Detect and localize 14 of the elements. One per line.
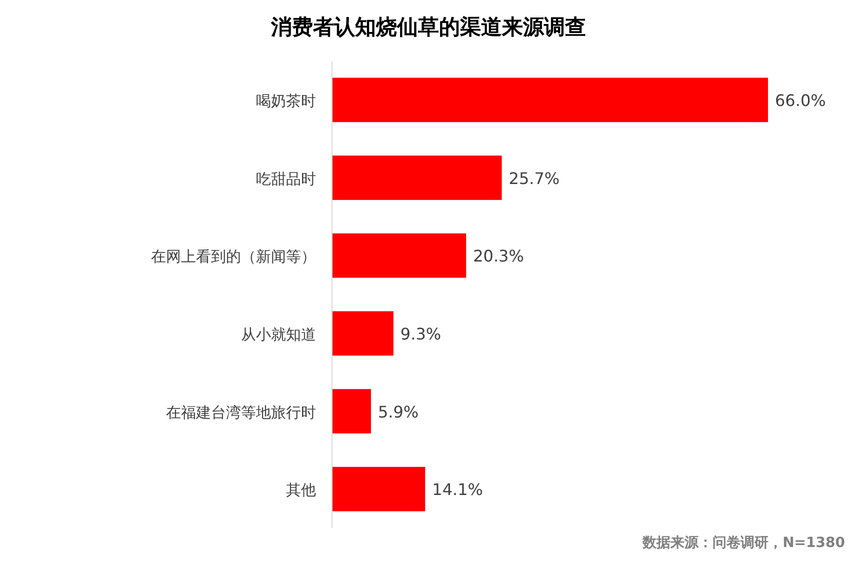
data-label: 66.0% xyxy=(775,90,826,110)
y-tick-label: 其他 xyxy=(286,481,316,500)
data-label: 5.9% xyxy=(378,402,419,422)
chart-title: 消费者认知烧仙草的渠道来源调查 xyxy=(270,15,586,39)
y-tick-label: 吃甜品时 xyxy=(256,170,316,188)
data-label: 14.1% xyxy=(432,480,483,500)
data-label: 9.3% xyxy=(400,324,442,344)
y-tick-label: 在福建台湾等地旅行时 xyxy=(166,403,316,422)
data-label: 20.3% xyxy=(473,246,524,266)
y-tick-label: 从小就知道 xyxy=(241,325,316,344)
data-label: 25.7% xyxy=(508,168,560,188)
y-tick-label: 在网上看到的（新闻等） xyxy=(151,248,316,266)
source-note: 数据来源：问卷调研，N=1380 xyxy=(642,535,846,551)
y-tick-label: 喝奶茶时 xyxy=(256,92,316,110)
